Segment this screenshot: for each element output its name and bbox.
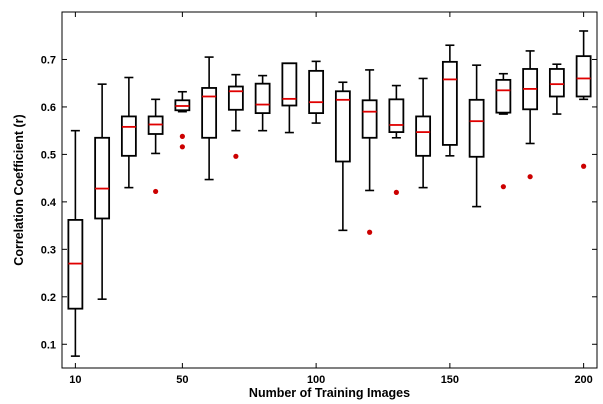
iqr-box [361,99,378,139]
y-tick-label: 0.1 [41,339,56,351]
plot-area [67,30,592,357]
y-tick-label: 0.3 [41,244,56,256]
box-group-190 [548,63,565,115]
iqr-box [227,85,244,111]
outlier-point [367,229,373,235]
box-group-110 [334,81,351,232]
box-group-80 [254,74,271,132]
outlier-point [153,188,159,195]
box-group-180 [522,50,539,180]
outlier-point [393,189,399,195]
box-group-100 [308,60,325,124]
box-group-130 [388,84,405,195]
box-group-60 [201,56,218,181]
y-tick-label: 0.4 [41,197,57,209]
outlier-point [179,133,185,139]
x-axis-label: Number of Training Images [249,386,410,400]
iqr-box [201,87,218,139]
iqr-box [281,62,298,107]
box-group-20 [94,83,111,300]
x-tick-label: 200 [574,374,592,386]
axes: 0.1 0.2 0.3 0.4 0.5 0.6 0.7 10 50 100 150 200 [41,11,598,386]
iqr-box [575,55,592,98]
iqr-box [120,115,137,157]
iqr-box [441,60,458,146]
box-group-10 [67,129,84,357]
y-tick-label: 0.7 [41,54,56,66]
box-group-40 [147,98,164,195]
y-tick-label: 0.2 [41,292,56,304]
box-group-90 [281,62,298,134]
outlier-point [500,184,506,190]
iqr-box [94,136,111,220]
outlier-point [179,144,185,150]
iqr-box [254,82,271,115]
outlier-point [527,174,533,180]
iqr-box [495,78,512,114]
box-group-200 [575,30,592,169]
y-axis-label: Correlation Coefficient (r) [12,114,26,265]
box-group-160 [468,64,485,208]
box-group-140 [415,77,432,189]
box-group-50 [174,90,191,150]
box-group-70 [227,73,244,159]
box-group-30 [120,76,137,189]
box-group-120 [361,69,378,235]
outlier-point [581,163,587,169]
x-tick-label: 10 [69,374,81,386]
x-tick-label: 100 [307,374,325,386]
iqr-box [548,68,565,98]
plot-frame [61,11,598,369]
iqr-box [308,69,325,115]
x-tick-label: 150 [441,374,459,386]
box-group-170 [495,72,512,190]
iqr-box [415,115,432,157]
iqr-box [388,98,405,133]
y-tick-label: 0.6 [41,102,56,114]
box-group-150 [441,44,458,157]
iqr-box [468,98,485,158]
iqr-box [334,90,351,163]
outlier-point [233,153,239,159]
x-tick-label: 50 [176,374,188,386]
y-tick-label: 0.5 [41,149,56,161]
